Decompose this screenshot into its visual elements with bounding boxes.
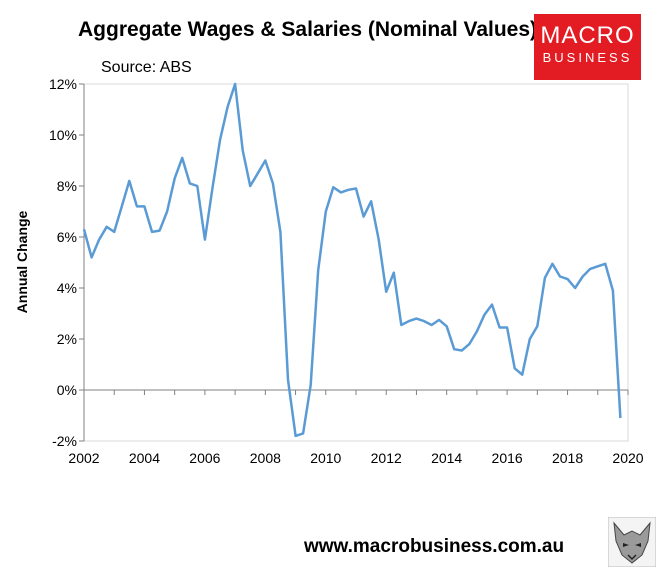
x-tick-label: 2018 [552, 450, 583, 466]
y-tick-label: 4% [57, 280, 77, 296]
y-tick-label: 10% [49, 127, 77, 143]
logo-line-1: MACRO [540, 22, 635, 49]
chart-source: Source: ABS [101, 59, 192, 76]
plot-area [83, 83, 629, 442]
x-tick-label: 2006 [189, 450, 220, 466]
series-line [82, 82, 622, 438]
x-tick-label: 2010 [310, 450, 341, 466]
x-tick-label: 2014 [431, 450, 462, 466]
x-tick-label: 2004 [129, 450, 160, 466]
axes: -2% 0% 2% 4% 6% 8% 10% 12% 2002 2004 2006 2008 2010 2… [49, 76, 644, 466]
y-tick-label: 12% [49, 76, 77, 92]
x-tick-label: 2012 [371, 450, 402, 466]
y-tick-label: 2% [57, 331, 77, 347]
series-layer [82, 82, 622, 438]
x-tick-label: 2016 [492, 450, 523, 466]
logo-line-2: BUSINESS [542, 50, 633, 65]
x-tick-label: 2008 [250, 450, 281, 466]
y-tick-label: 0% [57, 382, 77, 398]
y-axis-label: Annual Change [14, 210, 30, 313]
macrobusiness-logo[interactable]: MACRO BUSINESS [534, 14, 641, 80]
chart-title: Aggregate Wages & Salaries (Nominal Valu… [78, 18, 538, 41]
y-tick-label: 8% [57, 178, 77, 194]
footer-url[interactable]: www.macrobusiness.com.au [304, 536, 565, 557]
y-tick-label: 6% [57, 229, 77, 245]
x-tick-label: 2020 [612, 450, 643, 466]
x-tick-label: 2002 [68, 450, 99, 466]
wolf-mascot-icon [608, 517, 656, 567]
y-tick-label: -2% [52, 433, 77, 449]
